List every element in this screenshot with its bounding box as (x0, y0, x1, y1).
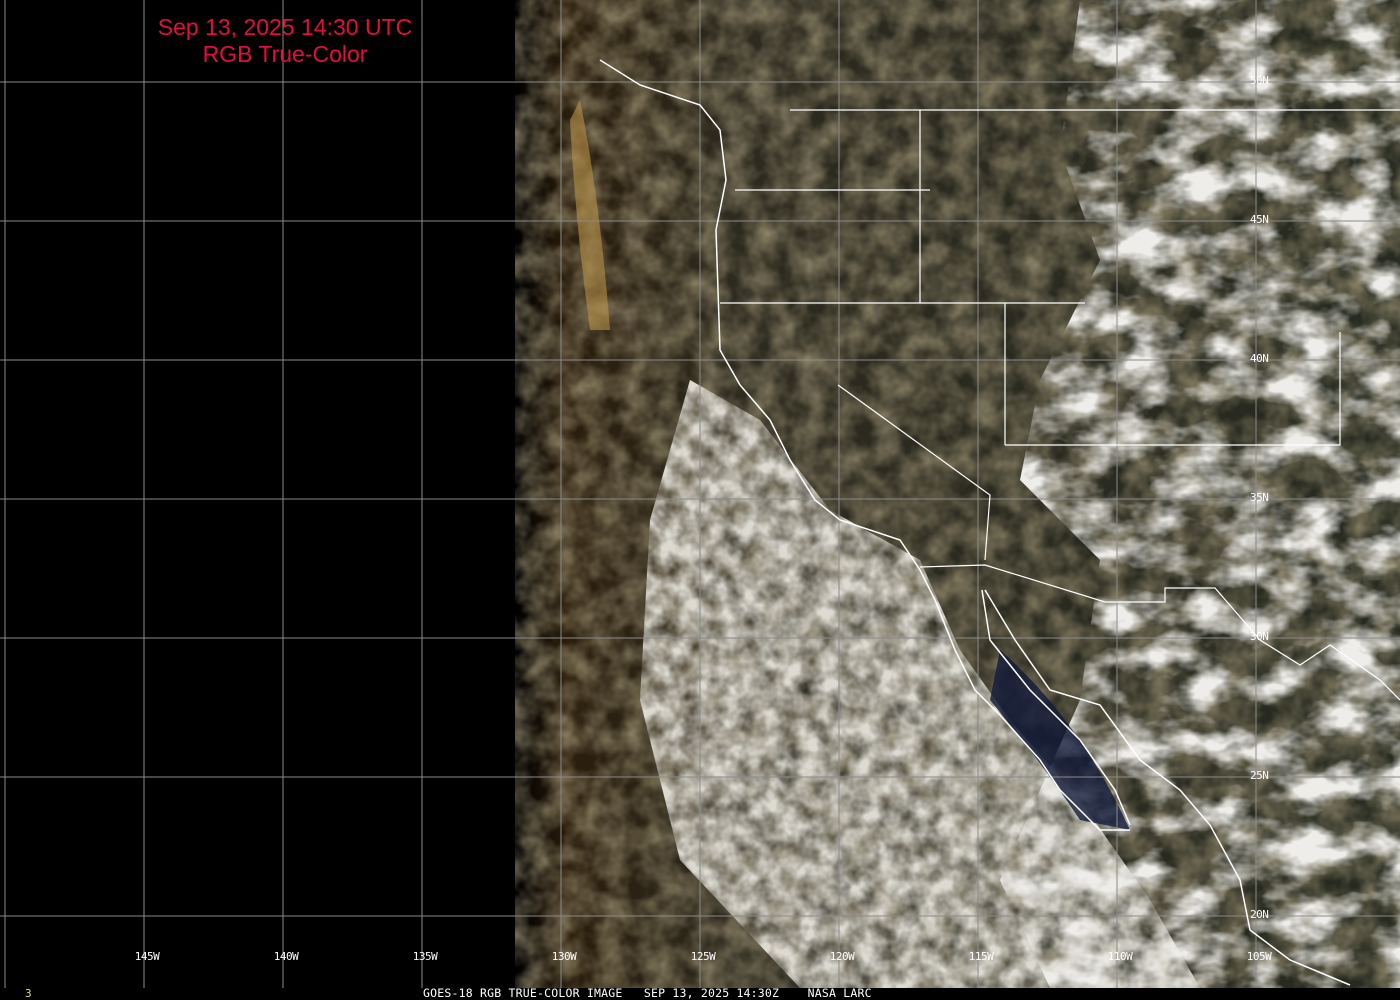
frame-number: 3 (25, 987, 32, 1000)
lon-label: 105W (1246, 950, 1272, 963)
ca-nv-border (837, 384, 991, 561)
us-mexico-border (919, 564, 1400, 701)
gulf-of-california (990, 650, 1130, 830)
gulf-west-coastline (981, 589, 1131, 826)
pacific-coastline (599, 59, 1130, 831)
lat-label: 25N (1250, 769, 1269, 782)
lon-label: 115W (968, 950, 994, 963)
image-caption: GOES-18 RGB TRUE-COLOR IMAGE SEP 13, 202… (423, 986, 872, 1000)
lon-label: 140W (273, 950, 299, 963)
lon-label: 120W (829, 950, 855, 963)
timestamp-title: Sep 13, 2025 14:30 UTC (157, 14, 413, 40)
lat-label: 35N (1250, 491, 1269, 504)
cloud-field (1000, 0, 1400, 988)
lon-label: 130W (551, 950, 577, 963)
product-title: RGB True-Color (202, 41, 368, 67)
lon-label: 145W (134, 950, 160, 963)
utah-arizona-border (1005, 332, 1341, 446)
lat-label: 40N (1250, 352, 1269, 365)
image-title: Sep 13, 2025 14:30 UTC RGB True-Color (150, 14, 420, 68)
lat-label: 20N (1250, 908, 1269, 921)
lat-label: 45N (1250, 213, 1269, 226)
lon-label: 135W (412, 950, 438, 963)
mexico-mainland-coastline (984, 589, 1351, 986)
political-borders (599, 59, 1400, 986)
lon-label: 110W (1107, 950, 1133, 963)
footer-bar (0, 988, 1400, 1000)
lat-label: 30N (1250, 630, 1269, 643)
lon-label: 125W (690, 950, 716, 963)
lat-label: 50N (1250, 74, 1269, 87)
sunlit-cloud-band (570, 100, 610, 330)
